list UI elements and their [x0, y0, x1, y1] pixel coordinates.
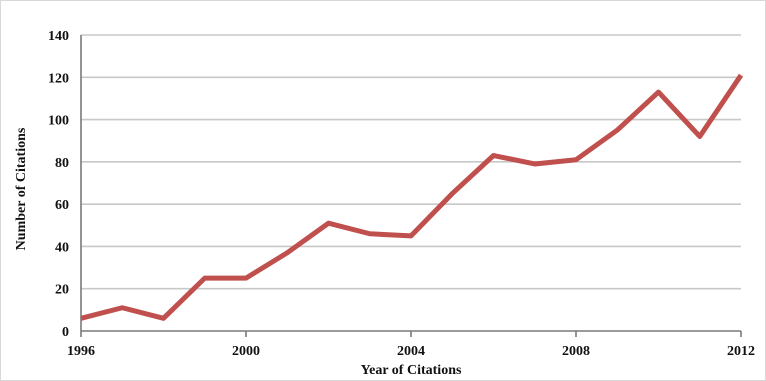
- data-point-1997: [120, 305, 125, 310]
- x-axis-title: Year of Citations: [361, 363, 462, 378]
- gridlines: [81, 34, 741, 290]
- y-tick-label-60: 60: [55, 198, 69, 213]
- data-point-2007: [532, 161, 537, 166]
- data-point-2003: [367, 231, 372, 236]
- x-tick-label-2004: 2004: [397, 344, 425, 359]
- data-point-1999: [202, 276, 207, 281]
- data-point-2001: [285, 250, 290, 255]
- y-tick-label-40: 40: [55, 240, 69, 255]
- y-axis-title: Number of Citations: [14, 127, 29, 250]
- data-point-2012: [739, 73, 744, 78]
- data-point-2010: [656, 90, 661, 95]
- tick-labels: 0 20 40 60 80 100 120 140 1996 2000 2004 2008 2012: [48, 29, 755, 359]
- data-point-1998: [161, 316, 166, 321]
- data-point-2006: [491, 153, 496, 158]
- series-layer: [79, 73, 744, 321]
- data-point-2002: [326, 221, 331, 226]
- data-point-1996: [79, 316, 84, 321]
- y-tick-label-0: 0: [62, 325, 69, 340]
- y-tick-label-120: 120: [48, 71, 69, 86]
- data-point-2005: [450, 191, 455, 196]
- data-point-2008: [574, 157, 579, 162]
- x-tick-label-2008: 2008: [562, 344, 590, 359]
- data-point-2011: [697, 134, 702, 139]
- y-tick-label-140: 140: [48, 29, 69, 44]
- data-point-2004: [409, 233, 414, 238]
- y-tick-label-80: 80: [55, 156, 69, 171]
- data-point-2000: [244, 276, 249, 281]
- data-point-2009: [615, 128, 620, 133]
- x-tick-label-1996: 1996: [67, 344, 95, 359]
- y-tick-label-20: 20: [55, 283, 69, 298]
- axes: [80, 35, 742, 337]
- x-tick-label-2012: 2012: [727, 344, 755, 359]
- series-line-0: [80, 73, 744, 321]
- y-tick-label-100: 100: [48, 114, 69, 129]
- x-tick-label-2000: 2000: [232, 344, 260, 359]
